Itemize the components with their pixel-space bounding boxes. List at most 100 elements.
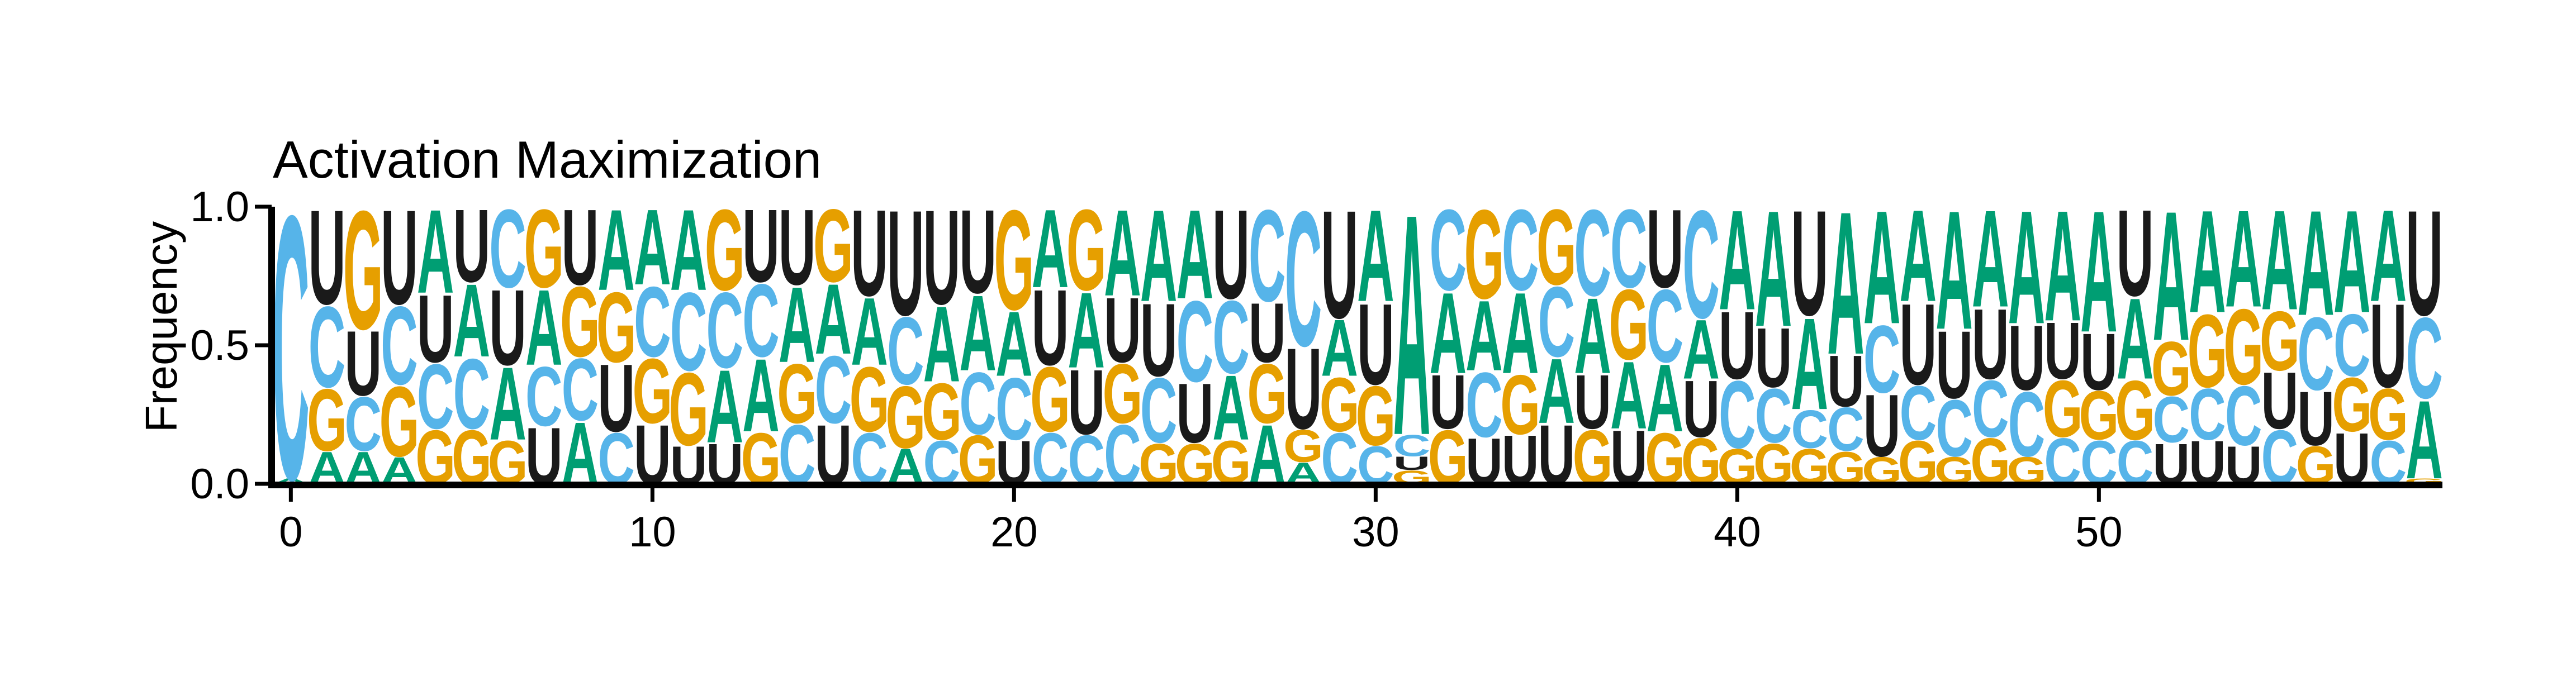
logo-letter-A-pos-33: A <box>1465 280 1503 392</box>
logo-letter-C-pos-20: C <box>995 360 1033 459</box>
logo-letter-C-pos-32: C <box>1429 185 1467 315</box>
logo-letter-C-pos-13: C <box>742 263 780 379</box>
x-tick-label: 20 <box>990 508 1038 556</box>
logo-letter-U-pos-45: U <box>1900 279 1937 408</box>
logo-letter-G-pos-22: G <box>1066 185 1107 315</box>
logo-letter-A-pos-7: A <box>525 268 563 388</box>
x-tick-label: 0 <box>279 508 302 556</box>
logo-letter-G-pos-20: G <box>994 180 1035 340</box>
logo-letter-A-pos-44: A <box>1863 177 1901 358</box>
logo-letter-A-pos-54: A <box>2225 182 2262 336</box>
logo-letter-A-pos-10: A <box>634 187 671 308</box>
logo-letter-C-pos-19: C <box>959 355 997 453</box>
logo-letter-A-pos-47: A <box>1972 182 2009 336</box>
logo-letter-U-pos-50: U <box>2080 316 2118 407</box>
logo-letter-A-pos-51: A <box>2117 274 2154 403</box>
logo-letter-U-pos-4: U <box>417 275 454 383</box>
logo-letter-C-pos-38: C <box>1647 268 1684 384</box>
logo-letter-A-pos-19: A <box>959 273 997 394</box>
logo-letter-C-pos-45: C <box>1900 370 1937 456</box>
y-tick-label: 0.0 <box>190 460 249 508</box>
logo-letter-G-pos-1: G <box>307 372 347 470</box>
y-tick-label: 1.0 <box>190 183 249 231</box>
logo-letter-G-pos-58: G <box>2368 374 2408 455</box>
logo-letter-U-pos-55: U <box>2261 355 2299 446</box>
logo-letter-A-pos-4: A <box>417 184 454 318</box>
logo-letter-G-pos-3: G <box>379 366 420 478</box>
logo-letter-G-pos-23: G <box>1103 346 1143 441</box>
logo-letter-U-pos-2: U <box>344 312 382 415</box>
logo-letter-G-pos-57: G <box>2332 361 2372 448</box>
logo-letter-C-pos-53: C <box>2189 374 2226 455</box>
logo-letter-A-pos-53: A <box>2189 179 2226 343</box>
logo-letter-C-pos-47: C <box>1972 363 2009 454</box>
logo-letters: ACAGCUACUGAGCUGCUAGCAUGAUCUCAGACGUCUGAUG… <box>272 138 2444 559</box>
logo-letter-C-pos-36: C <box>1574 184 1611 322</box>
logo-letter-C-pos-6: C <box>489 186 526 311</box>
logo-letter-C-pos-15: C <box>815 336 852 444</box>
logo-letter-A-pos-16: A <box>851 278 888 385</box>
logo-letter-U-pos-31: U <box>1393 453 1431 474</box>
logo-letter-U-pos-16: U <box>851 184 888 322</box>
logo-letter-A-pos-45: A <box>1900 183 1937 329</box>
logo-letter-U-pos-39: U <box>1682 363 1720 454</box>
logo-letter-C-pos-42: C <box>1791 399 1828 459</box>
logo-letter-U-pos-43: U <box>1827 340 1865 422</box>
logo-letter-C-pos-33: C <box>1465 354 1503 456</box>
logo-letter-C-pos-25: C <box>1176 277 1214 406</box>
logo-letter-C-pos-54: C <box>2225 368 2262 463</box>
logo-letter-A-pos-58: A <box>2370 183 2407 329</box>
x-tick-label: 30 <box>1352 508 1400 556</box>
logo-letter-G-pos-15: G <box>813 188 853 304</box>
logo-letter-U-pos-42: U <box>1791 179 1828 347</box>
logo-letter-A-pos-15: A <box>815 264 852 375</box>
logo-letter-G-pos-18: G <box>922 366 962 456</box>
logo-letter-C-pos-27: C <box>1249 183 1286 329</box>
logo-letter-U-pos-46: U <box>1935 312 1973 419</box>
logo-letter-U-pos-30: U <box>1357 279 1394 408</box>
logo-letter-U-pos-59: U <box>2406 179 2443 347</box>
logo-letter-U-pos-6: U <box>489 268 526 388</box>
logo-letter-U-pos-51: U <box>2117 184 2154 322</box>
logo-letter-U-pos-3: U <box>381 182 418 332</box>
logo-letter-C-pos-2: C <box>344 381 382 467</box>
logo-letter-A-pos-23: A <box>1104 184 1141 322</box>
x-tick-label: 10 <box>629 508 676 556</box>
logo-letter-U-pos-47: U <box>1972 289 2009 401</box>
logo-letter-C-pos-34: C <box>1502 185 1539 315</box>
logo-letter-A-pos-5: A <box>453 263 491 379</box>
logo-letter-C-pos-5: C <box>453 339 491 450</box>
logo-letter-G-pos-9: G <box>596 272 637 384</box>
logo-letter-U-pos-14: U <box>779 187 816 308</box>
chart-title: Activation Maximization <box>273 130 822 189</box>
logo-letter-C-pos-39: C <box>1682 178 1720 350</box>
logo-letter-A-pos-29: A <box>1321 302 1358 393</box>
logo-letter-U-pos-48: U <box>2008 307 2046 410</box>
y-tick-label: 0.5 <box>190 322 249 369</box>
logo-letter-C-pos-40: C <box>1719 361 1756 469</box>
logo-letter-A-pos-30: A <box>1357 183 1394 329</box>
logo-letter-A-pos-18: A <box>923 284 961 405</box>
logo-letter-A-pos-24: A <box>1140 183 1178 329</box>
logo-letter-C-pos-57: C <box>2333 297 2371 395</box>
logo-letter-G-pos-49: G <box>2043 363 2083 454</box>
logo-letter-C-pos-44: C <box>1863 306 1901 413</box>
logo-letter-C-pos-26: C <box>1212 279 1250 396</box>
logo-letter-A-pos-41: A <box>1755 177 1792 361</box>
logo-letter-A-pos-21: A <box>1032 186 1069 311</box>
logo-letter-C-pos-46: C <box>1935 383 1973 473</box>
logo-letter-C-pos-10: C <box>634 266 671 378</box>
logo-letter-U-pos-13: U <box>742 188 780 304</box>
logo-letter-G-pos-2: G <box>343 176 383 365</box>
logo-letter-C-pos-7: C <box>525 349 563 444</box>
logo-letter-G-pos-37: G <box>1609 269 1649 381</box>
logo-letter-A-pos-12: A <box>706 349 743 465</box>
logo-letter-U-pos-5: U <box>453 188 491 304</box>
x-tick-label: 40 <box>1714 508 1761 556</box>
logo-letter-C-pos-1: C <box>309 282 346 411</box>
logo-letter-G-pos-52: G <box>2151 326 2191 412</box>
logo-letter-C-pos-24: C <box>1140 359 1178 462</box>
logo-letter-C-pos-56: C <box>2297 296 2335 412</box>
logo-letter-A-pos-20: A <box>995 293 1033 396</box>
